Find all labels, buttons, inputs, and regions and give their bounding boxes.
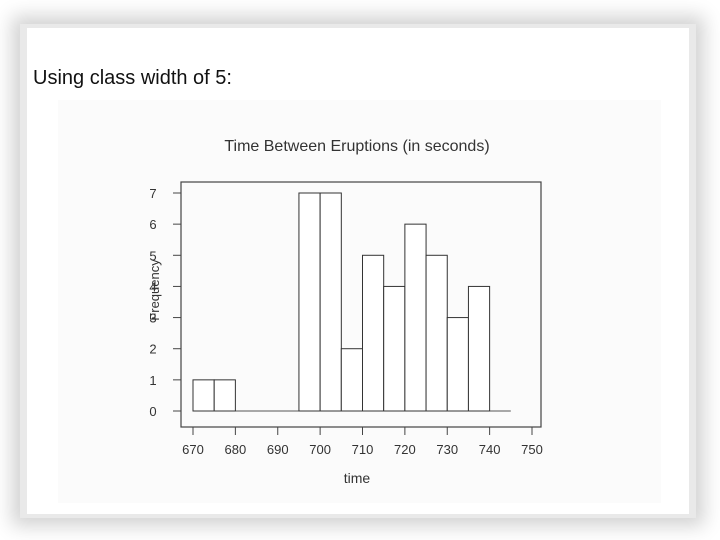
x-tick-label: 730	[436, 442, 458, 457]
y-tick-label: 5	[149, 248, 156, 263]
histogram-bar	[467, 285, 491, 412]
y-tick-label: 2	[149, 342, 156, 357]
chart-title: Time Between Eruptions (in seconds)	[224, 138, 489, 155]
x-tick-label: 710	[352, 442, 374, 457]
histogram-bar	[362, 254, 385, 412]
plot-frame	[180, 181, 542, 428]
x-tick-label: 670	[182, 442, 204, 457]
histogram-bar	[298, 192, 321, 412]
x-tick-label: 680	[225, 442, 247, 457]
y-axis-label: Frequency	[147, 259, 162, 321]
histogram-bar	[192, 379, 215, 412]
y-axis: 0 1 2 3 4 5 6 7	[149, 186, 181, 419]
histogram-bar	[425, 254, 448, 412]
y-tick-label: 7	[149, 186, 156, 201]
y-tick-label: 4	[149, 279, 156, 294]
x-tick-label: 720	[394, 442, 416, 457]
y-tick-label: 1	[149, 373, 156, 388]
histogram-bar	[446, 317, 469, 412]
plot-background	[58, 100, 661, 503]
x-tick-label: 750	[521, 442, 543, 457]
y-tick-label: 6	[149, 217, 156, 232]
histogram-bar	[383, 285, 406, 412]
histogram-bar	[340, 348, 363, 412]
histogram-bar	[319, 192, 342, 412]
y-tick-label: 3	[149, 311, 156, 326]
bars-group	[192, 192, 511, 412]
x-tick-label: 740	[479, 442, 501, 457]
slide-heading: Using class width of 5:	[33, 67, 232, 89]
y-tick-label: 0	[149, 404, 156, 419]
x-axis-label: time	[344, 470, 371, 486]
x-axis: 670 680 690 700 710 720 730 740 750	[182, 427, 543, 457]
x-tick-label: 690	[267, 442, 289, 457]
x-tick-label: 700	[309, 442, 331, 457]
histogram-bar	[404, 223, 427, 412]
histogram-bar	[213, 379, 236, 412]
